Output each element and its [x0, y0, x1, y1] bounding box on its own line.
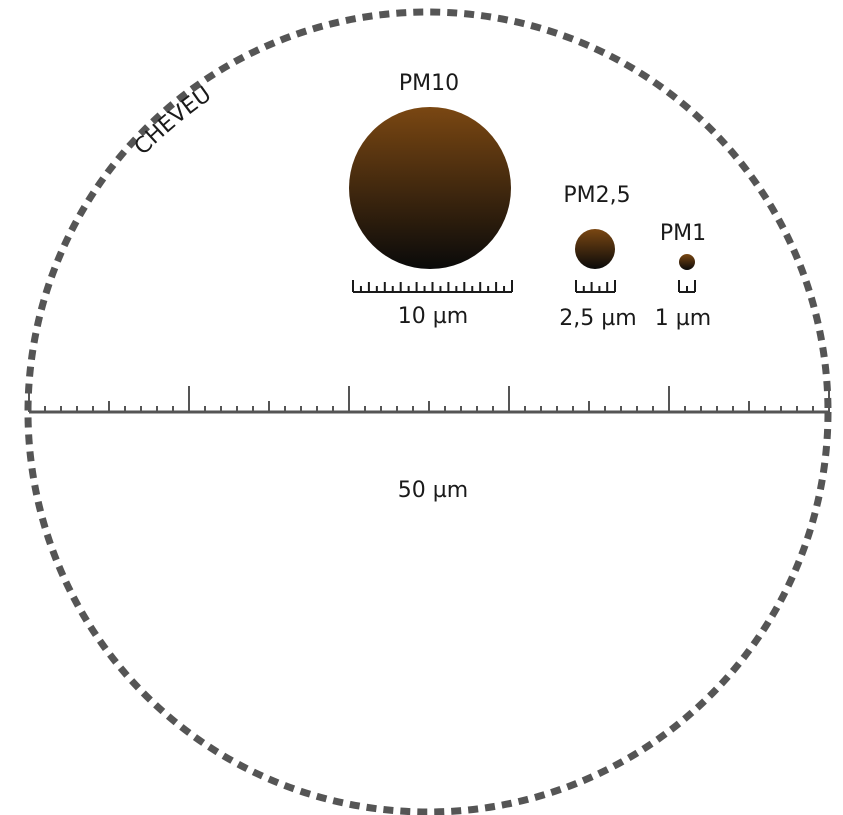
hair-label: CHEVEU	[130, 82, 216, 160]
pm1-scale	[678, 280, 696, 293]
pm1-name: PM1	[660, 221, 706, 246]
pm10-particle	[349, 107, 511, 269]
pm25-size-label: 2,5 µm	[559, 306, 636, 331]
hair-scale-label: 50 µm	[398, 478, 468, 503]
pm25-scale	[575, 280, 616, 293]
pm10-name: PM10	[399, 71, 459, 96]
hair-scale	[28, 386, 830, 414]
pm10-group: PM10 10 µm	[349, 71, 513, 329]
pm25-group: PM2,5 2,5 µm	[559, 183, 636, 331]
hair-label-text: CHEVEU	[130, 82, 216, 160]
pm1-size-label: 1 µm	[655, 306, 711, 331]
pm10-scale	[352, 280, 513, 293]
pm25-name: PM2,5	[563, 183, 630, 208]
pm10-size-label: 10 µm	[398, 304, 468, 329]
pm1-group: PM1 1 µm	[655, 221, 711, 331]
pm25-particle	[575, 229, 615, 269]
pm1-particle	[679, 254, 695, 270]
